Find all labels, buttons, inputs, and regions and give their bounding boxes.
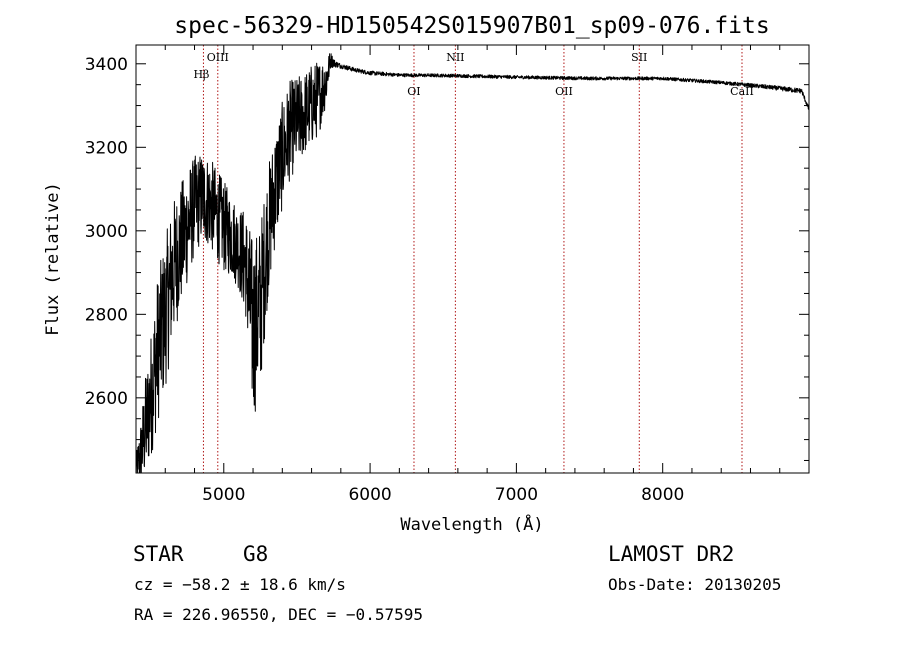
x-tick-label: 5000 <box>202 485 245 505</box>
y-tick-label: 3200 <box>85 138 128 158</box>
spectral-line-markers: Hβ OIII OI NII OII SII CaII <box>193 45 754 473</box>
x-axis-ticks: 5000 6000 7000 8000 <box>135 45 810 505</box>
y-axis-label: Flux (relative) <box>43 182 63 336</box>
x-tick-label: 7000 <box>495 485 538 505</box>
y-axis-ticks: 2600 2800 3000 3200 3400 <box>85 55 809 461</box>
y-tick-label: 3000 <box>85 222 128 242</box>
object-subclass: G8 <box>243 542 268 566</box>
plot-frame <box>135 44 810 474</box>
y-tick-label: 2800 <box>85 305 128 325</box>
x-tick-label: 8000 <box>641 485 684 505</box>
coordinates-info: RA = 226.96550, DEC = −0.57595 <box>134 605 423 624</box>
redshift-info: cz = −58.2 ± 18.6 km/s <box>134 575 346 594</box>
spectral-line-label: Hβ <box>193 68 209 81</box>
chart-title: spec-56329-HD150542S015907B01_sp09-076.f… <box>174 13 769 39</box>
x-tick-label: 6000 <box>348 485 391 505</box>
y-tick-label: 2600 <box>85 389 128 409</box>
spectral-line-label: OI <box>407 85 420 98</box>
spectral-line-label: OII <box>555 85 573 98</box>
spectral-line-label: CaII <box>730 85 754 98</box>
spectral-line-label: SII <box>631 51 647 64</box>
spectrum-series-line <box>135 53 810 473</box>
obs-date: Obs-Date: 20130205 <box>608 575 781 594</box>
x-axis-label: Wavelength (Å) <box>400 513 543 535</box>
y-tick-label: 3400 <box>85 55 128 75</box>
spectral-line-label: OIII <box>207 51 229 64</box>
survey-name: LAMOST DR2 <box>608 542 734 566</box>
spectral-line-label: NII <box>446 51 464 64</box>
object-class: STAR <box>133 542 184 566</box>
